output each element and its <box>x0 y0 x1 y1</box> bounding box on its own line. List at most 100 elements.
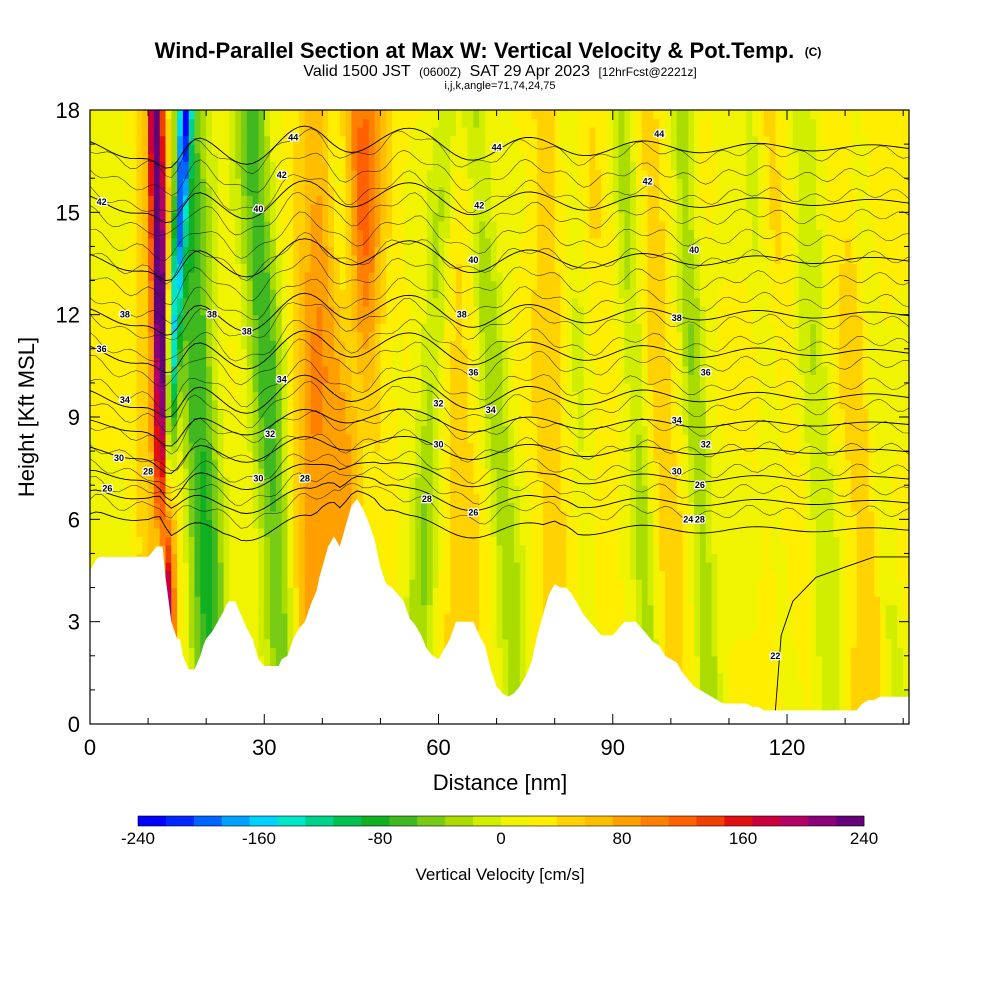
field-cell <box>461 237 469 248</box>
field-cell <box>206 152 213 162</box>
field-cell <box>345 203 352 213</box>
field-cell <box>165 340 172 350</box>
field-cell <box>182 357 190 367</box>
field-cell <box>235 391 242 401</box>
field-cell <box>316 314 323 324</box>
field-cell <box>415 118 422 128</box>
field-cell <box>438 186 445 196</box>
field-cell <box>455 553 463 563</box>
field-cell <box>252 544 260 555</box>
field-cell <box>345 365 352 375</box>
field-cell <box>473 348 480 358</box>
field-cell <box>392 442 399 452</box>
field-cell <box>124 357 132 367</box>
field-cell <box>107 323 114 333</box>
field-cell <box>124 118 132 128</box>
field-cell <box>194 476 201 486</box>
field-cell <box>206 110 213 120</box>
field-cell <box>95 178 103 188</box>
field-cell <box>339 203 347 213</box>
field-cell <box>351 280 358 290</box>
field-cell <box>490 570 498 580</box>
field-cell <box>438 434 445 444</box>
field-cell <box>357 493 364 503</box>
field-cell <box>287 417 294 427</box>
field-cell <box>397 323 405 333</box>
field-cell <box>438 399 445 410</box>
field-cell <box>345 135 352 145</box>
field-cell <box>258 229 265 239</box>
field-cell <box>368 391 376 401</box>
field-cell <box>444 220 451 230</box>
field-cell <box>287 110 294 120</box>
field-cell <box>241 161 248 171</box>
field-cell <box>345 272 352 282</box>
field-cell <box>217 127 225 137</box>
field-cell <box>339 459 347 469</box>
field-cell <box>380 374 387 384</box>
field-cell <box>455 323 463 333</box>
field-cell <box>299 587 306 597</box>
field-cell <box>363 357 370 367</box>
field-cell <box>258 331 265 341</box>
field-cell <box>328 212 335 222</box>
field-cell <box>264 135 271 145</box>
field-cell <box>368 365 376 375</box>
field-cell <box>142 152 149 162</box>
field-cell <box>270 519 277 529</box>
field-cell <box>304 178 312 188</box>
field-cell <box>223 451 231 461</box>
field-cell <box>484 391 492 401</box>
field-cell <box>165 561 172 572</box>
field-cell <box>258 246 265 256</box>
field-cell <box>165 493 172 503</box>
field-cell <box>142 186 149 196</box>
field-cell <box>421 442 428 452</box>
field-cell <box>246 561 254 572</box>
field-cell <box>119 510 126 520</box>
field-cell <box>188 272 196 282</box>
field-cell <box>113 340 120 350</box>
field-cell <box>252 254 260 265</box>
field-cell <box>316 399 323 410</box>
field-cell <box>217 297 225 307</box>
field-cell <box>124 476 132 486</box>
field-cell <box>241 178 248 188</box>
field-cell <box>107 357 114 367</box>
field-cell <box>484 510 492 520</box>
field-cell <box>484 212 492 222</box>
field-cell <box>473 382 480 393</box>
field-cell <box>426 118 434 128</box>
field-cell <box>153 289 161 299</box>
field-cell <box>415 510 422 520</box>
field-cell <box>101 442 109 452</box>
field-cell <box>421 306 428 316</box>
field-cell <box>217 340 225 350</box>
field-cell <box>252 408 260 418</box>
field-cell <box>148 263 155 273</box>
field-cell <box>136 220 143 230</box>
field-cell <box>171 178 178 188</box>
field-cell <box>153 280 161 290</box>
field-cell <box>206 468 213 478</box>
field-cell <box>397 459 405 469</box>
field-cell <box>142 297 149 307</box>
field-cell <box>142 382 149 393</box>
field-cell <box>258 314 265 324</box>
field-cell <box>124 442 132 452</box>
field-cell <box>484 254 492 265</box>
field-cell <box>264 357 271 367</box>
field-cell <box>119 110 126 120</box>
field-cell <box>345 331 352 341</box>
field-cell <box>357 272 364 282</box>
field-cell <box>264 468 271 478</box>
field-cell <box>124 144 132 154</box>
field-cell <box>252 152 260 162</box>
field-cell <box>200 203 207 213</box>
field-cell <box>455 442 463 452</box>
field-cell <box>345 289 352 299</box>
field-cell <box>386 289 393 299</box>
field-cell <box>159 203 167 213</box>
field-cell <box>107 459 114 469</box>
field-cell <box>455 178 463 188</box>
